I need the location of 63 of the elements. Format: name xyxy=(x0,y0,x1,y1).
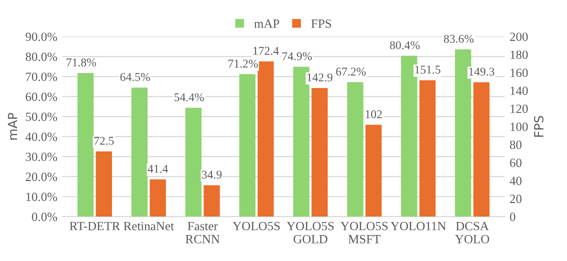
y-tick-label: 40.0% xyxy=(25,132,58,142)
y-axis-title: mAP xyxy=(8,112,18,140)
x-tick-label: YOLO5S xyxy=(232,222,280,230)
y2-tick-label: 200 xyxy=(510,32,528,41)
bar xyxy=(365,124,382,217)
bar xyxy=(239,74,256,217)
y2-tick-label: 60 xyxy=(510,158,522,168)
y2-tick-label: 120 xyxy=(510,104,528,114)
data-label: 71.8% xyxy=(66,58,96,66)
y-tick-label: 60.0% xyxy=(26,92,58,102)
bar xyxy=(312,88,328,217)
bar xyxy=(204,185,220,217)
y-tick-label: 50.0% xyxy=(26,112,58,122)
x-tick-label: YOLO11N xyxy=(390,222,446,230)
bar xyxy=(96,151,112,217)
data-label: 54.4% xyxy=(174,93,204,102)
data-label: 64.5% xyxy=(120,73,150,82)
x-tick-label: YOLO5S MSFT xyxy=(340,222,388,244)
y2-tick-label: 0 xyxy=(510,212,516,222)
bar xyxy=(419,80,436,217)
data-label: 34.9 xyxy=(202,170,222,179)
bar xyxy=(185,108,202,217)
y2-tick-label: 100 xyxy=(510,122,528,132)
data-label: 149.3 xyxy=(469,68,494,76)
y-tick-label: 30.0% xyxy=(26,152,58,162)
x-tick-label: YOLO5S GOLD xyxy=(286,222,334,244)
x-tick-label: RT-DETR xyxy=(70,222,120,230)
y2-tick-label: 140 xyxy=(510,86,528,96)
y2-tick-label: 180 xyxy=(510,50,528,60)
data-label: 41.4 xyxy=(148,164,168,173)
data-label: 172.4 xyxy=(253,46,279,55)
y-tick-label: 20.0% xyxy=(26,172,58,182)
data-label: 102 xyxy=(366,110,382,118)
y2-axis-title: FPS xyxy=(534,116,544,137)
y2-tick-label: 20 xyxy=(510,194,522,204)
y2-tick-label: 80 xyxy=(510,140,522,150)
bar xyxy=(77,72,94,217)
data-label: 142.9 xyxy=(307,73,332,82)
data-label: 151.5 xyxy=(415,66,440,74)
data-label: 71.2% xyxy=(228,60,258,68)
bar xyxy=(293,66,310,217)
y2-tick-label: 160 xyxy=(510,68,528,78)
bar xyxy=(347,82,364,217)
x-tick-label: RetinaNet xyxy=(124,222,174,230)
bar xyxy=(473,82,490,217)
x-tick-label: DCSA YOLO xyxy=(455,222,490,244)
legend-label: FPS xyxy=(311,19,332,28)
y-tick-label: 90.0% xyxy=(26,32,58,42)
legend-label: mAP xyxy=(254,19,280,28)
bar xyxy=(258,61,274,217)
data-label: 83.6% xyxy=(444,34,474,43)
y-tick-label: 0.0% xyxy=(32,212,58,222)
data-label: 67.2% xyxy=(336,68,366,76)
y-tick-label: 80.0% xyxy=(26,52,58,62)
y2-tick-label: 40 xyxy=(510,176,522,186)
x-tick-label: Faster RCNN xyxy=(186,222,220,244)
bar xyxy=(131,88,148,217)
bar xyxy=(150,179,166,217)
data-label: 74.9% xyxy=(282,52,312,60)
y-tick-label: 70.0% xyxy=(26,72,58,82)
y-tick-label: 10.0% xyxy=(26,192,58,202)
data-label: 80.4% xyxy=(390,41,420,50)
data-label: 72.5 xyxy=(94,136,114,145)
